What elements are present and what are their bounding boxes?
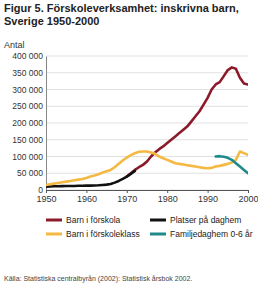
grid-line	[46, 89, 248, 90]
x-tick: 1980	[158, 190, 178, 204]
legend-swatch	[150, 219, 166, 222]
x-tick-label: 2000	[238, 194, 258, 204]
legend-label: Barn i förskoleklass	[66, 229, 140, 239]
x-tick: 1990	[198, 190, 218, 204]
grid-line	[46, 139, 248, 140]
legend-item: Platser på daghem	[150, 215, 241, 225]
x-tick-mark	[248, 190, 249, 193]
x-tick: 1960	[77, 190, 97, 204]
y-axis: 050 000100 000150 000200 000250 000300 0…	[12, 51, 46, 195]
x-axis: 1950 1960 1970 1980 1990 2000	[36, 190, 258, 204]
x-tick-mark	[127, 190, 128, 193]
y-tick: 300 000	[12, 85, 46, 95]
x-tick: 2000	[238, 190, 258, 204]
y-tick: 250 000	[12, 101, 46, 111]
x-axis-line	[47, 191, 249, 194]
x-tick: 1950	[36, 190, 56, 204]
y-axis-line	[46, 57, 47, 191]
title: Figur 5. Förskoleverksamhet: inskrivna b…	[4, 2, 239, 27]
source: Källa: Statistiska centralbyrån (2002): …	[4, 275, 192, 283]
legend-item: Familjedaghem 0-6 år	[150, 229, 253, 239]
legend-label: Platser på daghem	[170, 215, 241, 225]
x-tick: 1970	[117, 190, 137, 204]
grid	[46, 56, 248, 190]
x-tick-mark	[167, 190, 168, 193]
series-line	[127, 67, 248, 176]
y-tick: 200 000	[12, 118, 46, 128]
lines	[46, 67, 248, 186]
grid-line	[46, 56, 248, 57]
x-tick-label: 1980	[158, 194, 178, 204]
y-axis-title: Antal	[4, 40, 25, 50]
x-tick-label: 1950	[36, 194, 56, 204]
y-tick-label: 300 000	[12, 85, 43, 95]
y-tick-label: 50 000	[17, 168, 43, 178]
legend-swatch	[46, 219, 62, 222]
legend: Barn i förskola Platser på daghem Barn i f…	[46, 215, 253, 239]
y-tick-label: 150 000	[12, 135, 43, 145]
series-line	[46, 151, 248, 185]
y-tick: 100 000	[12, 152, 46, 162]
grid-line	[46, 173, 248, 174]
grid-line	[46, 106, 248, 107]
y-tick-label: 250 000	[12, 101, 43, 111]
x-tick-label: 1960	[77, 194, 97, 204]
series-line	[216, 156, 248, 173]
legend-item: Barn i förskoleklass	[46, 229, 140, 239]
x-tick-mark	[208, 190, 209, 193]
y-tick: 400 000	[12, 51, 46, 61]
y-tick-label: 200 000	[12, 118, 43, 128]
y-tick: 150 000	[12, 135, 46, 145]
y-tick: 350 000	[12, 68, 46, 78]
y-tick: 50 000	[17, 168, 46, 178]
grid-line	[46, 72, 248, 73]
grid-line	[46, 123, 248, 124]
y-tick-label: 100 000	[12, 152, 43, 162]
legend-label: Familjedaghem 0-6 år	[170, 229, 253, 239]
chart-container: Figur 5. Förskoleverksamhet: inskrivna b…	[0, 0, 258, 289]
legend-swatch	[150, 233, 166, 236]
x-tick-label: 1990	[198, 194, 218, 204]
chart-svg: Figur 5. Förskoleverksamhet: inskrivna b…	[0, 0, 258, 289]
y-tick-label: 400 000	[12, 51, 43, 61]
legend-item: Barn i förskola	[46, 215, 121, 225]
series-line	[46, 171, 135, 187]
legend-label: Barn i förskola	[66, 215, 121, 225]
x-tick-mark	[86, 190, 87, 193]
y-tick-label: 350 000	[12, 68, 43, 78]
x-tick-mark	[46, 190, 47, 193]
x-tick-label: 1970	[117, 194, 137, 204]
legend-swatch	[46, 233, 62, 236]
